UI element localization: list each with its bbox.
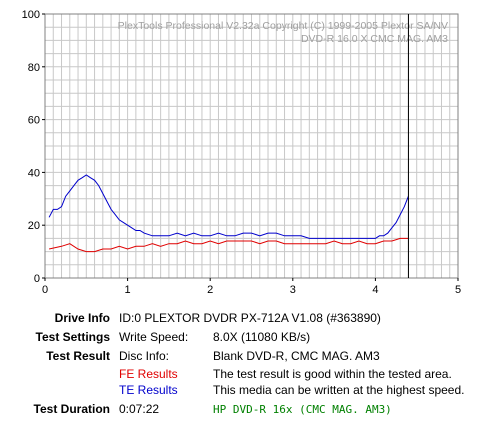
y-tick-label: 0 [34,273,40,285]
x-tick-label: 4 [372,284,378,296]
te-results-label: TE Results [119,383,178,397]
x-tick-label: 2 [207,284,213,296]
test-settings-label: Test Settings [35,330,110,344]
fe-results-value: The test result is good within the teste… [213,367,452,381]
test-duration-value: 0:07:22 [119,402,160,416]
x-tick-label: 5 [455,284,461,296]
y-tick-label: 20 [28,220,40,232]
disc-info-value: Blank DVD-R, CMC MAG. AM3 [213,349,380,363]
chart-title-line-2: DVD-R 16.0 X CMC MAG. AM3 [301,33,448,45]
te-results-line [48,174,409,239]
x-tick-label: 1 [125,284,131,296]
te-results-value: This media can be written at the highest… [213,383,465,397]
test-result-label: Test Result [46,349,110,363]
fe-results-label: FE Results [119,367,178,381]
disc-info-label: Disc Info: [119,349,170,363]
y-tick-label: 80 [28,62,40,74]
write-speed-value: 8.0X (11080 KB/s) [213,330,311,344]
chart-title-line-1: PlexTools Professional V2.32a Copyright … [118,20,448,32]
fe-results-line [48,237,409,253]
media-id-footer: HP DVD-R 16x (CMC MAG. AM3) [213,403,392,416]
y-tick-label: 100 [22,9,40,21]
y-tick-label: 40 [28,167,40,179]
y-tick-label: 60 [28,115,40,127]
chart: 0 20 40 60 80 100 0 1 2 3 4 5 PlexTools Professional… [22,9,461,296]
test-duration-label: Test Duration [33,402,110,416]
drive-info-label: Drive Info [54,311,110,325]
plot-frame [44,13,459,279]
drive-info-value: ID:0 PLEXTOR DVDR PX-712A V1.08 (#363890… [119,311,381,325]
x-tick-label: 3 [290,284,296,296]
x-tick-label: 0 [42,284,48,296]
write-speed-label: Write Speed: [119,330,189,344]
